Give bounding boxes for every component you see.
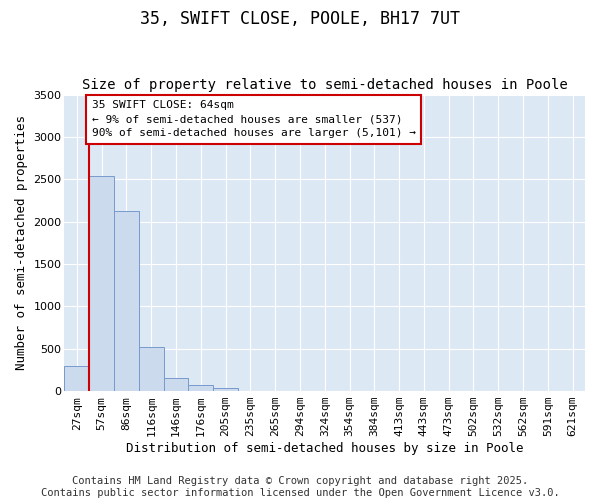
Text: 35 SWIFT CLOSE: 64sqm
← 9% of semi-detached houses are smaller (537)
90% of semi: 35 SWIFT CLOSE: 64sqm ← 9% of semi-detac… <box>92 100 416 138</box>
Bar <box>213 388 238 391</box>
Bar <box>164 378 188 391</box>
Title: Size of property relative to semi-detached houses in Poole: Size of property relative to semi-detach… <box>82 78 568 92</box>
Bar <box>64 366 89 391</box>
Bar <box>188 384 213 391</box>
X-axis label: Distribution of semi-detached houses by size in Poole: Distribution of semi-detached houses by … <box>126 442 523 455</box>
Bar <box>114 210 139 391</box>
Text: Contains HM Land Registry data © Crown copyright and database right 2025.
Contai: Contains HM Land Registry data © Crown c… <box>41 476 559 498</box>
Bar <box>89 176 114 391</box>
Bar <box>139 347 164 391</box>
Y-axis label: Number of semi-detached properties: Number of semi-detached properties <box>15 116 28 370</box>
Text: 35, SWIFT CLOSE, POOLE, BH17 7UT: 35, SWIFT CLOSE, POOLE, BH17 7UT <box>140 10 460 28</box>
